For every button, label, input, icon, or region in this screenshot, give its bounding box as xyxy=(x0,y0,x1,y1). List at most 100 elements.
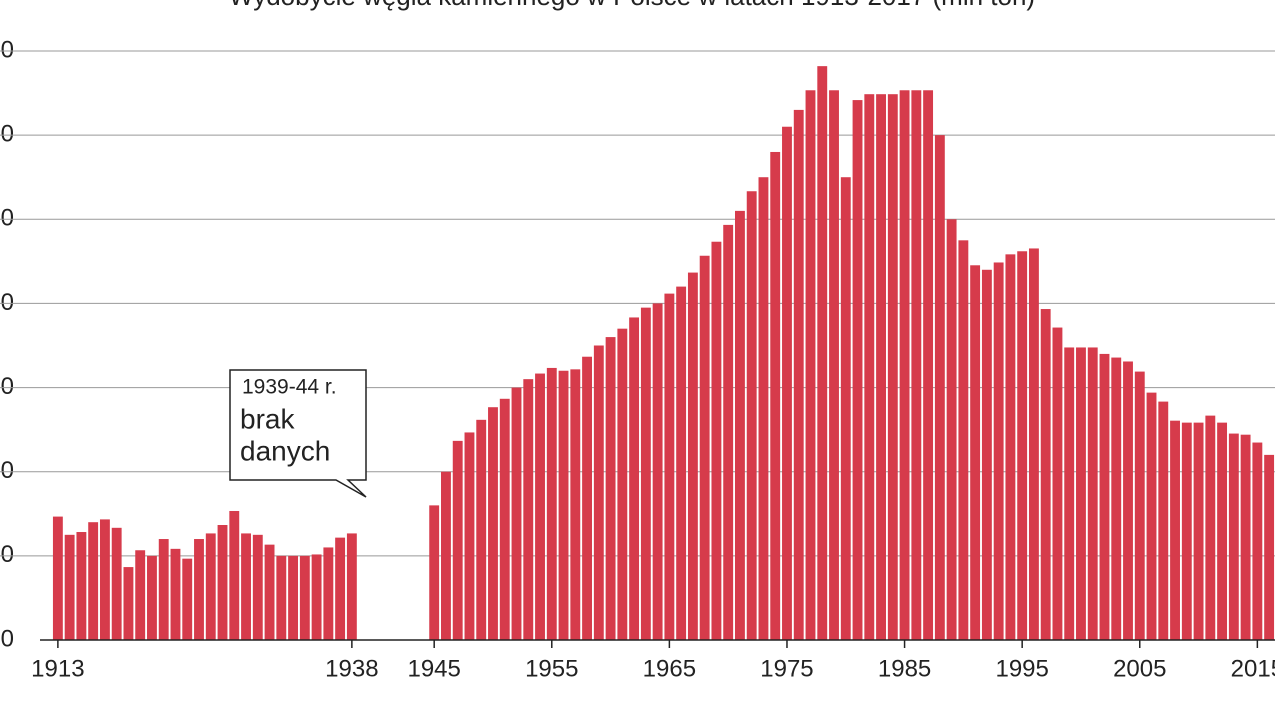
x-tick-label: 1975 xyxy=(760,655,813,682)
annotation-text: danych xyxy=(240,435,330,466)
bar xyxy=(676,286,687,640)
bar xyxy=(652,303,663,640)
bar xyxy=(993,262,1004,640)
bar xyxy=(1123,361,1133,640)
bar xyxy=(511,387,522,640)
bar xyxy=(499,398,510,640)
bar xyxy=(711,241,722,640)
y-tick-label: 30 xyxy=(0,541,14,568)
bar xyxy=(264,544,275,640)
bar xyxy=(205,533,216,640)
bar xyxy=(147,555,157,640)
bar xyxy=(241,533,251,640)
bar xyxy=(523,379,534,640)
bar xyxy=(1181,422,1192,640)
bar xyxy=(299,555,310,640)
bar xyxy=(970,265,981,640)
bar xyxy=(1158,401,1169,640)
bar xyxy=(76,532,87,640)
bar xyxy=(840,177,851,640)
bar xyxy=(770,151,781,640)
bar xyxy=(535,373,545,640)
bar xyxy=(687,272,698,640)
bar xyxy=(829,90,839,641)
bar xyxy=(1099,353,1110,640)
bar xyxy=(852,100,863,641)
bar xyxy=(335,537,346,640)
y-tick-label: 60 xyxy=(0,457,14,484)
bar xyxy=(746,191,757,640)
annotation-text: brak xyxy=(240,403,295,434)
bar xyxy=(452,440,463,640)
bar xyxy=(1228,433,1239,640)
bar xyxy=(981,269,992,640)
bar xyxy=(217,525,228,640)
y-tick-label: 180 xyxy=(0,120,14,147)
bar xyxy=(805,90,816,641)
bar xyxy=(346,533,357,640)
bar xyxy=(723,224,734,640)
bar xyxy=(182,558,193,640)
bar xyxy=(311,554,322,640)
bar xyxy=(429,505,440,640)
bar xyxy=(1052,327,1063,640)
bar xyxy=(864,94,875,640)
bar xyxy=(887,94,898,640)
annotation-text: 1939-44 r. xyxy=(242,376,337,399)
bar xyxy=(1170,420,1180,640)
x-tick-label: 1938 xyxy=(325,655,378,682)
bar xyxy=(1240,434,1251,640)
y-tick-label: 150 xyxy=(0,205,14,232)
x-tick-label: 1965 xyxy=(643,655,696,682)
bar xyxy=(1017,251,1028,640)
bar xyxy=(135,550,146,640)
bar xyxy=(252,534,263,640)
bar xyxy=(593,345,604,640)
bar xyxy=(1005,254,1016,640)
bar xyxy=(1111,357,1122,640)
x-tick-label: 2005 xyxy=(1113,655,1166,682)
bar xyxy=(158,539,169,640)
bar xyxy=(99,519,110,640)
bar xyxy=(817,66,828,641)
x-tick-label: 1985 xyxy=(878,655,931,682)
bar xyxy=(664,293,675,640)
bar xyxy=(1146,392,1157,640)
bar xyxy=(323,547,334,640)
bar xyxy=(782,126,792,640)
bar xyxy=(88,522,99,640)
bar xyxy=(558,370,569,640)
bar xyxy=(476,419,487,640)
bar xyxy=(194,539,204,640)
bar xyxy=(64,534,75,640)
bar xyxy=(170,548,181,640)
x-tick-label: 1945 xyxy=(407,655,460,682)
bar xyxy=(582,356,593,640)
bar xyxy=(1040,309,1051,640)
bar xyxy=(488,407,498,640)
x-tick-label: 1995 xyxy=(995,655,1048,682)
bar xyxy=(958,240,969,641)
annotation-box xyxy=(229,369,367,498)
bar xyxy=(1028,248,1039,640)
bar xyxy=(111,527,122,640)
bar xyxy=(911,90,922,641)
bar xyxy=(546,367,557,640)
bar xyxy=(876,94,886,640)
bar xyxy=(617,328,628,640)
bar xyxy=(605,337,616,640)
x-tick-label: 1913 xyxy=(31,655,84,682)
bar xyxy=(629,317,640,640)
bar xyxy=(1264,454,1275,640)
bar xyxy=(923,90,934,641)
bar xyxy=(640,307,651,640)
bar xyxy=(464,432,475,640)
bar xyxy=(934,135,945,640)
bar xyxy=(1076,347,1086,640)
bar xyxy=(1205,415,1216,640)
x-tick-label: 2015 xyxy=(1231,655,1275,682)
bar xyxy=(1087,347,1098,640)
bar xyxy=(570,369,581,640)
bar xyxy=(288,555,299,640)
